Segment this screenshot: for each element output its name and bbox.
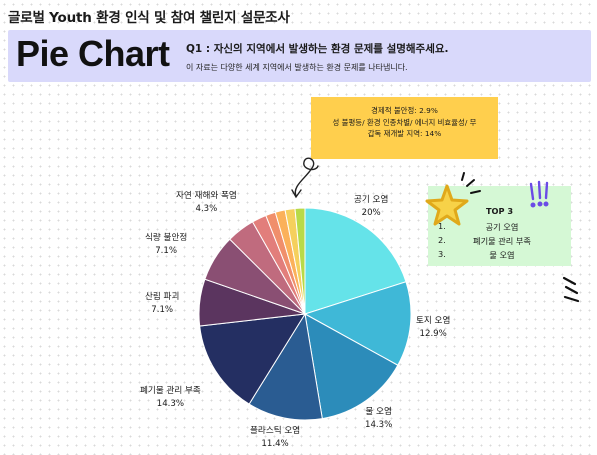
slice-label-disaster: 자연 재해와 폭염 4.3% bbox=[176, 190, 237, 215]
slice-value: 20% bbox=[361, 207, 381, 218]
slice-label-water: 물 오염 14.3% bbox=[365, 406, 392, 431]
question-text: Q1 : 자신의 지역에서 발생하는 환경 문제를 설명해주세요. bbox=[186, 43, 449, 55]
exclamation-icon bbox=[529, 180, 549, 208]
slice-value: 14.3% bbox=[365, 419, 393, 430]
slice-value: 12.9% bbox=[419, 328, 447, 339]
pie-slice bbox=[294, 207, 306, 315]
arrowhead-icon bbox=[291, 189, 302, 199]
slice-label-land: 토지 오염 12.9% bbox=[416, 315, 450, 340]
top3-item-number: 2. bbox=[438, 235, 446, 245]
top3-item-number: 1. bbox=[438, 221, 446, 231]
slice-name: 자연 재해와 폭염 bbox=[176, 191, 237, 201]
slice-value: 11.4% bbox=[261, 438, 289, 449]
slice-label-plastic: 플라스틱 오염 11.4% bbox=[250, 425, 300, 450]
question-description: 이 자료는 다양한 세계 지역에서 발생하는 환경 문제를 나타냅니다. bbox=[186, 63, 408, 72]
slice-label-forest: 산림 파괴 7.1% bbox=[145, 291, 179, 316]
chart-type-heading: Pie Chart bbox=[16, 33, 170, 74]
slice-label-food: 식량 불안정 7.1% bbox=[145, 232, 187, 257]
pie-slice bbox=[304, 313, 399, 420]
note-line-3: 갑독 재개발 지역: 14% bbox=[367, 129, 442, 138]
emphasis-lines-icon bbox=[562, 276, 580, 303]
top3-item-label: 공기 오염 bbox=[485, 222, 519, 232]
small-categories-note: 경제적 불안정: 2.9% 성 불평등/ 환경 인종차별/ 에너지 비효율성/ … bbox=[311, 97, 498, 159]
slice-name: 식량 불안정 bbox=[145, 233, 188, 243]
star-icon bbox=[425, 184, 469, 226]
top3-item: 3. 물 오염 bbox=[438, 249, 566, 261]
note-line-1: 경제적 불안정: 2.9% bbox=[371, 106, 438, 115]
top3-item-label: 폐기물 관리 부족 bbox=[473, 236, 531, 246]
slice-name: 토지 오염 bbox=[416, 316, 451, 326]
slice-label-waste: 폐기물 관리 부족 14.3% bbox=[140, 385, 201, 410]
survey-title: 글로벌 Youth 환경 인식 및 참여 챌린지 설문조사 bbox=[8, 10, 290, 26]
top3-title: TOP 3 bbox=[485, 206, 514, 216]
slice-name: 물 오염 bbox=[365, 407, 392, 417]
slice-label-air: 공기 오염 20% bbox=[354, 194, 388, 219]
slice-value: 4.3% bbox=[195, 203, 218, 214]
note-line-2: 성 불평등/ 환경 인종차별/ 에너지 비효율성/ 무 bbox=[332, 117, 477, 127]
top3-item-number: 3. bbox=[438, 249, 446, 259]
slice-name: 산림 파괴 bbox=[145, 292, 180, 302]
top3-item: 1. 공기 오염 bbox=[438, 221, 566, 233]
pie-slice bbox=[248, 312, 323, 421]
pie-slice bbox=[304, 207, 407, 315]
sparkle-lines-icon bbox=[461, 172, 481, 194]
pie-slice bbox=[199, 313, 306, 405]
slice-value: 14.3% bbox=[156, 398, 185, 409]
slice-name: 플라스틱 오염 bbox=[250, 426, 301, 436]
pie-slice bbox=[303, 281, 412, 366]
slice-name: 폐기물 관리 부족 bbox=[140, 386, 201, 396]
header-banner: Pie Chart Q1 : 자신의 지역에서 발생하는 환경 문제를 설명해주… bbox=[8, 30, 591, 82]
slice-name: 공기 오염 bbox=[354, 195, 389, 205]
swirl-arrow-icon bbox=[294, 157, 319, 197]
slice-value: 7.1% bbox=[155, 245, 178, 256]
top3-item-label: 물 오염 bbox=[489, 250, 515, 260]
top3-item: 2. 폐기물 관리 부족 bbox=[438, 235, 566, 247]
slice-value: 7.1% bbox=[151, 304, 174, 315]
